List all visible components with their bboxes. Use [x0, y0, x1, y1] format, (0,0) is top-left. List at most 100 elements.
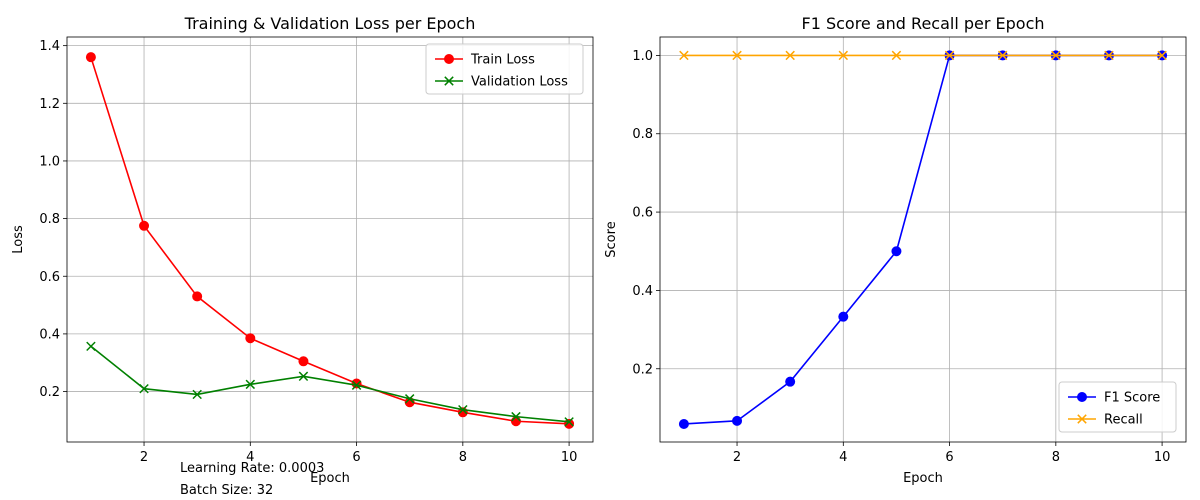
data-point [192, 291, 203, 302]
data-point [564, 417, 574, 427]
data-point [678, 418, 689, 429]
legend-marker [1077, 392, 1087, 402]
x-tick-label: 4 [246, 450, 254, 465]
data-point [404, 394, 415, 404]
legend: F1 Score Recall [1058, 381, 1177, 433]
marker-stroke [511, 411, 521, 422]
data-point [1157, 50, 1167, 61]
legend-box [425, 43, 584, 95]
legend-item: Recall [1068, 413, 1143, 428]
data-point [997, 50, 1008, 61]
y-tick-label: 0.6 [39, 270, 60, 285]
data-point [298, 371, 309, 382]
marker-stroke [86, 341, 96, 352]
x-axis-label: Epoch [903, 471, 943, 486]
marker-stroke [298, 371, 309, 382]
data-point [86, 341, 96, 352]
marker-stroke [192, 389, 202, 400]
data-point [785, 376, 796, 387]
data-point [192, 389, 202, 400]
data-point [679, 50, 689, 61]
series-line [90, 56, 570, 425]
marker-stroke [1104, 50, 1114, 61]
legend-marker [1077, 414, 1087, 424]
legend-marker [444, 76, 454, 86]
data-point [1051, 50, 1061, 61]
data-point [298, 356, 309, 367]
marker-stroke [139, 383, 149, 394]
y-tick-label: 0.8 [632, 127, 653, 142]
data-point [245, 379, 256, 390]
x-tick-label: 6 [352, 450, 360, 465]
series-validation-loss [86, 341, 574, 427]
marker-stroke [245, 379, 256, 390]
x-tick-label: 10 [1154, 450, 1171, 465]
y-axis-label: Loss [11, 225, 26, 254]
x-axis-label: Epoch [310, 471, 350, 486]
marker-stroke [944, 50, 955, 61]
learning-rate-annotation: Learning Rate: 0.0003 [180, 461, 325, 476]
data-point [891, 50, 902, 61]
legend-item: Validation Loss [435, 75, 568, 90]
chart-title: Training & Validation Loss per Epoch [184, 14, 476, 33]
marker-stroke [679, 50, 689, 61]
legend-label: F1 Score [1104, 391, 1160, 406]
data-point [139, 220, 150, 231]
marker-stroke [458, 404, 468, 415]
data-point [838, 50, 849, 61]
y-tick-label: 0.2 [632, 362, 653, 377]
marker-stroke [732, 50, 742, 61]
chart-title: F1 Score and Recall per Epoch [801, 14, 1044, 33]
chart-2: 2 4 6 8 10 0.2 0.4 0.6 0.8 1.0 F1 Score and Recall… [604, 14, 1187, 486]
series-recall [679, 50, 1167, 61]
data-point [139, 383, 149, 394]
marker-stroke [1157, 50, 1167, 61]
x-tick-label: 2 [733, 450, 741, 465]
marker-stroke [564, 417, 574, 427]
y-tick-label: 0.4 [632, 284, 653, 299]
data-point [1104, 50, 1114, 61]
legend-label: Train Loss [470, 53, 535, 68]
legend-item: F1 Score [1068, 391, 1160, 406]
legend-label: Recall [1104, 413, 1143, 428]
x-tick-label: 6 [945, 450, 953, 465]
data-point [732, 50, 742, 61]
data-point [785, 50, 795, 61]
y-tick-label: 0.2 [39, 385, 60, 400]
marker-stroke [1051, 50, 1061, 61]
chart-1: 2 4 6 8 10 0.2 0.4 0.6 0.8 1.0 1.2 1.4 Training & Va… [11, 14, 594, 486]
y-axis-label: Score [604, 221, 619, 257]
data-point [838, 311, 849, 322]
marker-stroke [997, 50, 1008, 61]
y-tick-label: 1.0 [39, 154, 60, 169]
y-tick-label: 1.2 [39, 97, 60, 112]
marker-stroke [838, 50, 849, 61]
x-tick-label: 2 [140, 450, 148, 465]
batch-size-annotation: Batch Size: 32 [180, 483, 274, 498]
series-line [90, 345, 570, 423]
data-point [511, 411, 521, 422]
x-tick-label: 10 [561, 450, 578, 465]
marker-stroke [444, 76, 454, 86]
data-point [85, 52, 96, 63]
data-point [510, 416, 521, 427]
data-point [891, 246, 902, 257]
legend-item: Train Loss [435, 53, 535, 68]
marker-stroke [785, 50, 795, 61]
marker-stroke [404, 394, 415, 404]
series-f1-score [678, 50, 1168, 429]
marker-stroke [1077, 414, 1087, 424]
legend-label: Validation Loss [471, 75, 568, 90]
y-tick-label: 1.4 [39, 39, 60, 54]
y-tick-label: 1.0 [632, 49, 653, 64]
data-point [245, 333, 256, 344]
data-point [944, 50, 955, 61]
data-point [458, 404, 468, 415]
series-train-loss [85, 52, 575, 429]
marker-stroke [891, 50, 902, 61]
legend: Train Loss Validation Loss [425, 43, 584, 95]
marker-stroke [351, 380, 362, 390]
data-point [732, 415, 743, 426]
y-tick-label: 0.4 [39, 327, 60, 342]
